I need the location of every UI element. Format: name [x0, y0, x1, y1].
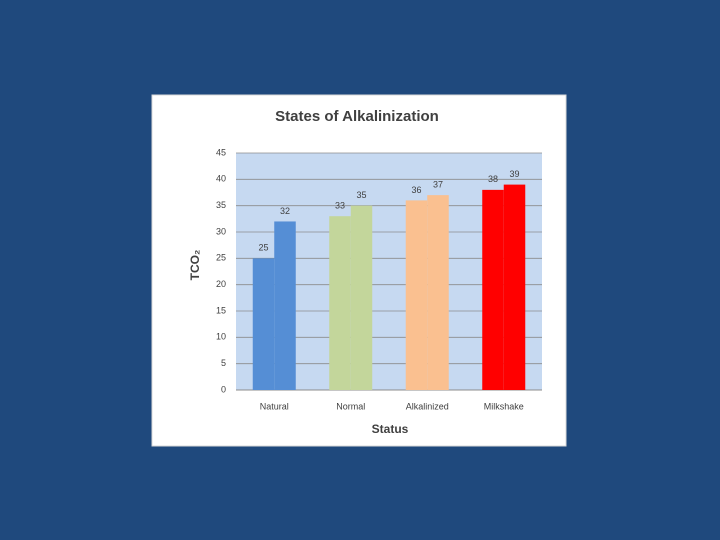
- y-tick-label: 25: [216, 253, 226, 263]
- y-tick-label: 20: [216, 279, 226, 289]
- data-label: 35: [356, 190, 366, 200]
- bar: [482, 189, 504, 390]
- x-tick-label: Milkshake: [484, 401, 524, 411]
- data-label: 36: [411, 185, 421, 195]
- x-tick-label: Alkalinized: [406, 401, 449, 411]
- x-tick-label: Normal: [336, 401, 365, 411]
- y-tick-label: 35: [216, 200, 226, 210]
- bar: [274, 221, 296, 390]
- data-label: 25: [258, 243, 268, 253]
- y-tick-label: 45: [216, 147, 226, 157]
- y-tick-label: 40: [216, 174, 226, 184]
- x-axis-label: Status: [372, 422, 409, 436]
- data-label: 32: [280, 206, 290, 216]
- bar: [329, 216, 351, 390]
- data-label: 38: [488, 174, 498, 184]
- y-axis-label: TCO₂: [188, 250, 202, 281]
- y-tick-label: 5: [221, 358, 226, 368]
- y-tick-label: 0: [221, 384, 226, 394]
- bar: [427, 195, 449, 390]
- data-label: 39: [509, 169, 519, 179]
- bar: [252, 258, 275, 390]
- x-tick-label: Natural: [260, 401, 289, 411]
- chart-title: States of Alkalinization: [275, 108, 439, 125]
- y-tick-label: 30: [216, 226, 226, 236]
- bar: [405, 200, 428, 390]
- bar: [503, 184, 526, 390]
- y-tick-label: 10: [216, 332, 226, 342]
- data-label: 37: [433, 180, 443, 190]
- bar: [350, 205, 373, 390]
- data-label: 33: [335, 201, 345, 211]
- y-tick-label: 15: [216, 305, 226, 315]
